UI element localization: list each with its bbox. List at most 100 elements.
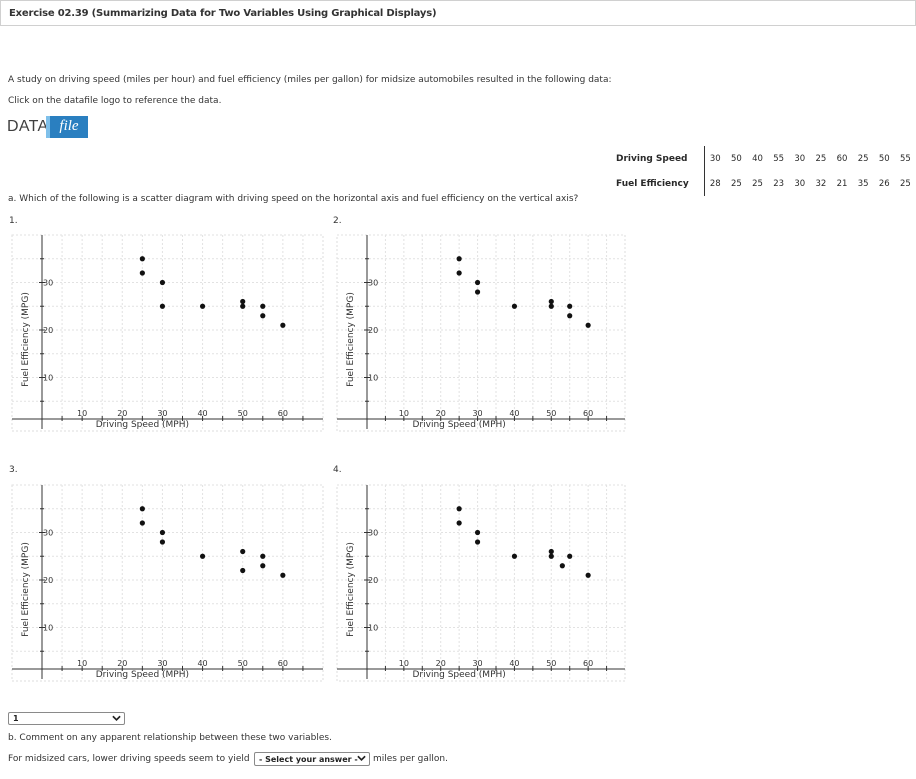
- data-point: [548, 548, 554, 555]
- logo-file-text: file: [46, 116, 88, 138]
- data-point: [280, 572, 286, 578]
- efficiency-row-label: Fuel Efficiency: [612, 171, 705, 196]
- answer-b-select[interactable]: - Select your answer -: [254, 752, 370, 766]
- data-point: [474, 289, 481, 295]
- data-point: [260, 303, 266, 309]
- efficiency-value: 23: [773, 178, 785, 189]
- answer-b-value: - Select your answer -: [259, 755, 358, 764]
- data-point: [456, 270, 462, 276]
- data-point: [159, 529, 166, 536]
- x-tick-label: 60: [583, 409, 593, 418]
- efficiency-value: 25: [899, 178, 911, 189]
- x-axis-title: Driving Speed (MPH): [412, 670, 505, 680]
- speed-row: Driving Speed 30 50 40 55 30 25 60 25 50 55: [612, 146, 916, 171]
- y-tick-label: 10: [43, 374, 53, 383]
- efficiency-value: 21: [836, 178, 848, 189]
- data-point: [240, 298, 246, 305]
- click-instruction: Click on the datafile logo to reference …: [8, 96, 222, 106]
- y-tick-label: 30: [368, 529, 378, 538]
- data-point: [548, 303, 554, 309]
- data-point: [511, 553, 518, 559]
- data-point: [260, 313, 266, 319]
- speed-value: 55: [773, 153, 785, 164]
- efficiency-value: 25: [752, 178, 763, 189]
- data-point: [139, 256, 145, 262]
- speed-value: 50: [730, 153, 742, 164]
- chevron-down-icon: [357, 755, 366, 761]
- speed-value: 30: [709, 153, 721, 164]
- data-point: [511, 303, 518, 309]
- scatter-plot-2: 10 20 30 10 20 30 40 50 60 Driving Speed (MPH) Fue…: [336, 232, 627, 450]
- data-point: [139, 520, 145, 526]
- y-tick-label: 10: [368, 374, 378, 383]
- efficiency-value: 28: [709, 178, 721, 189]
- efficiency-value: 30: [794, 178, 806, 189]
- data-point: [474, 279, 481, 286]
- answer-a-select[interactable]: 1: [8, 712, 125, 725]
- y-tick-label: 10: [43, 624, 53, 633]
- plot-frame: [11, 484, 324, 682]
- answer-a-value: 1: [13, 714, 19, 723]
- data-point: [199, 553, 206, 559]
- logo-data-text: DATA: [7, 118, 49, 135]
- speed-value: 25: [815, 153, 827, 164]
- y-axis-title: Fuel Efficiency (MPG): [346, 542, 356, 637]
- efficiency-value: 26: [878, 178, 890, 189]
- x-tick-label: 40: [197, 409, 207, 418]
- x-tick-label: 20: [117, 409, 127, 418]
- y-axis-title: Fuel Efficiency (MPG): [21, 292, 31, 387]
- data-table: Driving Speed 30 50 40 55 30 25 60 25 50 55 Fuel …: [612, 146, 916, 196]
- x-tick-label: 50: [238, 659, 248, 668]
- x-tick-label: 30: [157, 659, 167, 668]
- data-point: [548, 298, 554, 305]
- y-tick-label: 20: [368, 576, 378, 585]
- data-point: [280, 322, 286, 328]
- x-tick-label: 60: [583, 659, 593, 668]
- data-point: [585, 322, 591, 328]
- data-point: [567, 553, 573, 559]
- data-point: [159, 539, 166, 545]
- chevron-down-icon: [112, 715, 121, 721]
- data-point: [456, 506, 462, 512]
- sentence-after: miles per gallon.: [373, 754, 448, 764]
- data-point: [559, 563, 565, 569]
- x-tick-label: 50: [546, 409, 556, 418]
- x-tick-label: 40: [197, 659, 207, 668]
- exercise-title: Exercise 02.39 (Summarizing Data for Two…: [9, 8, 437, 19]
- x-tick-label: 60: [278, 659, 288, 668]
- efficiency-value: 25: [730, 178, 742, 189]
- speed-value: 30: [794, 153, 806, 164]
- x-tick-label: 20: [436, 659, 446, 668]
- intro-text: A study on driving speed (miles per hour…: [8, 75, 612, 85]
- y-tick-label: 30: [43, 279, 53, 288]
- data-point: [567, 313, 573, 319]
- data-point: [159, 303, 166, 309]
- data-point: [456, 256, 462, 262]
- y-tick-label: 20: [43, 326, 53, 335]
- option-2-label: 2.: [333, 216, 342, 226]
- y-axis-title: Fuel Efficiency (MPG): [21, 542, 31, 637]
- x-tick-label: 10: [77, 659, 87, 668]
- x-axis-title: Driving Speed (MPH): [412, 420, 505, 430]
- data-point: [456, 520, 462, 526]
- y-tick-label: 10: [368, 624, 378, 633]
- data-point: [585, 572, 591, 578]
- data-point: [240, 548, 246, 555]
- x-tick-label: 30: [472, 659, 482, 668]
- speed-value: 55: [899, 153, 911, 164]
- data-point: [139, 506, 145, 512]
- data-point: [474, 539, 481, 545]
- x-tick-label: 60: [278, 409, 288, 418]
- y-tick-label: 30: [368, 279, 378, 288]
- x-tick-label: 10: [399, 659, 409, 668]
- x-axis-title: Driving Speed (MPH): [96, 420, 189, 430]
- question-a: a. Which of the following is a scatter d…: [8, 194, 579, 204]
- speed-value: 40: [752, 153, 763, 164]
- data-point: [260, 553, 266, 559]
- x-tick-label: 20: [436, 409, 446, 418]
- y-tick-label: 20: [43, 576, 53, 585]
- y-tick-label: 20: [368, 326, 378, 335]
- x-tick-label: 40: [509, 659, 519, 668]
- option-3-label: 3.: [9, 465, 18, 475]
- scatter-plot-3: 10 20 30 10 20 30 40 50 60 Driving Speed (MPH) Fue…: [11, 482, 325, 700]
